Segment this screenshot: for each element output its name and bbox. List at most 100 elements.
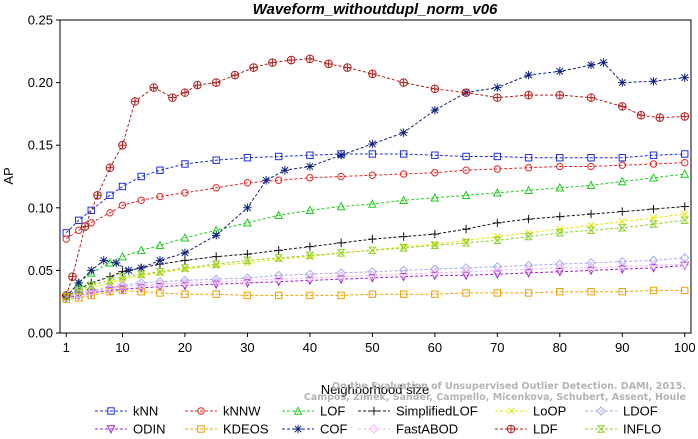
data-point-cof (155, 256, 165, 265)
data-point-cof (336, 151, 346, 160)
data-point-cof (305, 162, 315, 171)
legend-marker-fastabod (369, 424, 379, 434)
data-point-lof (243, 217, 252, 227)
data-point-ldf (305, 54, 315, 64)
data-point-inflo (211, 260, 221, 268)
data-point-simplifiedlof (211, 252, 221, 261)
series-line-kdeos (66, 289, 685, 300)
data-point-fastabod (117, 281, 128, 292)
data-point-cof (586, 60, 596, 70)
data-point-knnw (399, 170, 408, 178)
data-point-ldof (211, 274, 221, 284)
y-axis-label: AP (1, 167, 16, 184)
legend-label-knnw: kNNW (223, 404, 261, 419)
data-point-loop (106, 279, 114, 287)
data-point-knn (306, 151, 314, 159)
x-tick-label: 50 (365, 340, 379, 355)
data-point-ldf (586, 93, 596, 102)
y-tick-label: 0.00 (28, 326, 53, 341)
data-point-fastabod (648, 260, 659, 271)
legend-item-loop: LoOP (495, 404, 566, 419)
legend-marker-knn (107, 407, 115, 415)
data-point-cof (680, 73, 689, 82)
data-point-fastabod (367, 270, 378, 281)
data-point-inflo (86, 281, 96, 290)
data-point-ldf (430, 84, 440, 94)
data-point-lof (155, 240, 165, 250)
data-point-ldf (617, 102, 627, 111)
data-point-kdeos (118, 286, 127, 295)
x-tick-label: 80 (553, 340, 567, 355)
data-point-simplifiedlof (118, 267, 127, 276)
data-point-ldf (168, 93, 177, 102)
data-point-inflo (155, 267, 165, 276)
data-point-kdeos (399, 290, 408, 298)
series-line-inflo (65, 219, 685, 298)
data-point-fastabod (586, 263, 596, 273)
data-point-knn (118, 182, 127, 191)
data-point-lof (492, 187, 502, 197)
data-point-kdeos (618, 287, 626, 296)
data-point-ldf (636, 110, 646, 120)
data-point-knn (462, 152, 470, 161)
data-point-knn (493, 152, 502, 161)
y-tick-label: 0.15 (28, 138, 53, 153)
data-point-fastabod (336, 271, 346, 282)
data-point-ldf (211, 78, 221, 87)
data-point-knnw (556, 162, 564, 171)
data-point-cof (430, 105, 440, 115)
data-point-simplifiedlof (618, 207, 627, 216)
data-point-kdeos (649, 286, 658, 295)
data-point-cof (87, 266, 96, 275)
data-point-kdeos (462, 289, 470, 297)
legend-label-cof: COF (320, 422, 348, 435)
data-point-simplifiedlof (305, 242, 315, 251)
data-point-fastabod (617, 261, 627, 272)
legend-item-ldof: LDOF (585, 404, 658, 419)
data-point-kdeos (87, 291, 95, 300)
data-point-simplifiedlof (430, 229, 440, 239)
data-point-cof (112, 258, 121, 268)
data-point-ldf (286, 55, 296, 65)
credit-line-2: On the Evaluation of Unsupervised Outlie… (332, 381, 686, 392)
data-point-inflo (105, 276, 115, 285)
data-point-odin (524, 269, 533, 278)
data-point-inflo (649, 220, 658, 228)
data-point-inflo (586, 226, 596, 235)
data-point-knn (75, 216, 83, 225)
data-point-loop (649, 214, 658, 222)
data-point-inflo (399, 244, 409, 252)
data-point-fastabod (430, 268, 440, 278)
legend-label-odin: ODIN (133, 422, 166, 435)
x-tick-label: 90 (615, 340, 629, 355)
data-point-knnw (493, 165, 502, 173)
data-point-knn (618, 154, 626, 162)
data-point-fastabod (680, 259, 690, 269)
data-point-inflo (555, 229, 565, 237)
data-point-cof (137, 263, 146, 273)
data-point-knn (137, 172, 145, 181)
data-point-inflo (243, 256, 252, 265)
plot-frame (59, 19, 692, 334)
data-point-cof (99, 256, 108, 265)
data-point-simplifiedlof (336, 238, 346, 248)
data-point-knn (431, 151, 439, 159)
data-point-odin (492, 270, 502, 280)
series-knnw (62, 159, 689, 243)
data-point-ldof (430, 264, 440, 274)
data-point-cof (368, 139, 377, 149)
legend-item-inflo: INFLO (585, 422, 661, 437)
data-point-knnw (137, 196, 145, 204)
series-line-simplifiedlof (65, 206, 685, 298)
data-point-knn (524, 154, 533, 162)
data-point-kdeos (306, 291, 314, 300)
data-point-lof (649, 172, 658, 182)
data-point-ldf (80, 222, 90, 231)
legend-item-lof: LOF (282, 404, 345, 419)
data-point-knn (243, 154, 252, 162)
data-point-lof (367, 199, 377, 208)
data-point-cof (280, 166, 290, 175)
legend-item-knnw: kNNW (185, 404, 261, 419)
data-point-knnw (649, 160, 658, 168)
legend-label-ldf: LDF (533, 422, 558, 435)
